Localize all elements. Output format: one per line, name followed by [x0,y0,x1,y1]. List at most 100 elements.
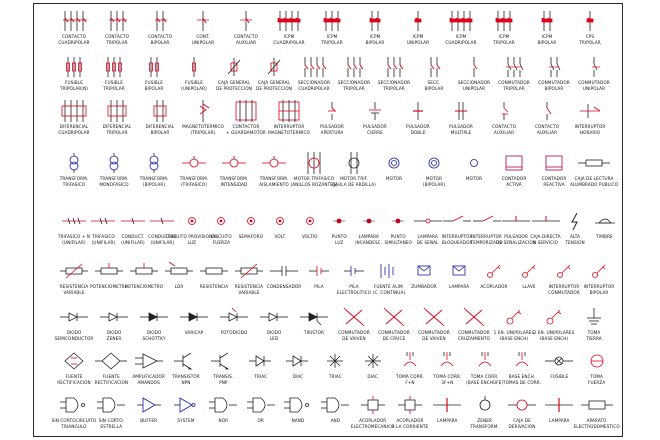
symbol-label: CONMUTADOR TRIPOLAR [480,80,548,91]
symbol-dot-bullet: VOLTIO [284,206,336,252]
symbol-label-line: LED [269,335,279,341]
symbol-contact-nc: CONTACTO AUXILIAR [478,96,530,142]
bridge-line-icon [95,352,128,370]
symbol-label: FUSIBLE TRIPOLAR(N) [40,80,108,91]
fuse-three-icon [106,57,122,77]
transformer-line-icon [222,156,246,168]
symbol-transformer-line: TRANSFORM. (TRIFASICO) [168,148,220,194]
symbol-label-line: DE SEÑALIZACION [496,239,536,245]
symbol-label-line: VOLT. [274,234,287,239]
symbol-label-line: BIPOLAR [144,85,164,91]
symbol-breaker-one-pole: ICPM UNIPOLAR [392,6,444,52]
symbol-label-line: MAGNETOTERMICO [182,124,224,129]
symbol-ldr: LDR [153,256,205,302]
symbol-label-line: AND [330,418,341,423]
pushbutton-multi-icon [455,102,467,120]
symbol-fuse-one: FUSIBLE (UNIPOLAR) [168,52,220,98]
symbol-label-line: TRIANGULO [61,423,87,429]
symbol-label: ZUMBADOR [390,284,458,290]
symbol-line-lamp: LAMPARA DE SEÑAL [402,206,454,252]
symbol-dot-bullet: VOLT. [254,206,306,252]
symbol-label: PULSADOR APERTURA [298,124,366,135]
symbol-label: SIN CORTOCIRCUITO TRIANGULO [40,418,108,429]
symbol-label-line: CIRCUITO [210,234,232,239]
symbol-label-line: AMPLIFICADOR [132,374,165,379]
bridge-icon [64,352,84,370]
symbol-label-line: DIODO [66,330,82,335]
circle-line-icon [508,399,536,411]
symbol-label: VOLT. [246,234,314,240]
symbol-label-line: RESISTENCIA [59,284,89,289]
symbol-label-line: TRIFASICO [92,234,115,239]
symbol-label-line: MULTIPLE [450,129,472,135]
symbol-transformer-line: TRANSFORM. INTENSIDAD [208,148,260,194]
symbol-label-line: TOMA [587,330,601,335]
breaker-four-pole-icon [277,11,301,31]
symbol-x-coil: CONMUTADOR DE CRUCE [368,302,420,348]
symbol-label-line: ZENER [477,418,492,423]
symbol-capacitor-line: CONDENSADOR [258,256,310,302]
symbol-label: CONDUCTOR (UNIFILAR) [128,234,196,245]
symbol-label-line: (JAULA DE ARDILLA) [332,181,376,187]
symbol-label-line: SEMICONDUCTOR [54,335,94,341]
symbol-label: CONMUTADOR DE VAIVEN [320,330,388,341]
symbol-socket-red: BASE ENCH. TOMAS DE CORR. [496,346,548,392]
symbol-push-small: CAJA DIRECTA A SERVICIO [520,206,572,252]
symbol-label: INTERRUPTOR MAGNETOTERMICO [255,124,323,135]
push-small-icon [502,216,531,222]
symbol-label: CONTADOR REACTIVA [520,176,588,187]
symbol-thyristor: TIRISTOR [288,302,340,348]
capacitor-line-icon [270,266,298,276]
pushbutton-open-icon [328,102,336,120]
symbol-label: CONDUCT. (UNIFILAR) [99,234,167,245]
x-coil-icon [343,307,365,327]
symbol-label-line: TIERRA [586,335,602,341]
symbol-label: MOTOR TRIF. (JAULA DE ARDILLA) [320,176,388,187]
breaker-three-pole-icon [323,11,341,31]
symbol-switch-time: INTERRUPTOR HORARIO [564,96,616,142]
symbol-label: CAJA DE LECTURA ALUMBRADO PUBLICO [560,176,628,187]
symbol-label-line: (BASE ENCH) [539,335,569,341]
symbol-label-line: ICPM [412,34,424,39]
dot-bullet-icon [305,217,314,225]
symbol-sectioner-one: SECC. BIPOLAR [408,52,460,98]
symbol-label: TOMA FUERZA [563,374,631,385]
potentiometer-icon [130,263,158,275]
symbol-label: PULSADOR DE SEÑALIZACION [482,234,550,245]
symbol-label: CONTADOR ACTIVA [480,176,548,187]
symbol-label-line: TRANSFORM. [99,176,129,181]
symbol-label: VARICAP [160,330,228,336]
symbol-label-line: TRANSFORM. [139,176,169,181]
lamp-line-icon [545,398,574,412]
symbol-label: SECCIONADOR TRIPOLAR [360,80,428,91]
symbol-label-line: INTERRUPTOR [574,124,606,129]
symbol-label-line: PULSADOR [406,124,430,129]
symbol-label-line: AMANDOS [137,379,160,385]
symbol-label-line: TRIPOLAR [503,85,525,91]
symbol-label-line: CONTACTO [234,34,258,39]
switch-one-icon [592,57,600,77]
symbol-label-line: UNIPOLAR [406,39,430,45]
symbol-label: PULSADOR CIERRE [341,124,409,135]
variable-res-icon [235,263,263,279]
symbol-label: CONMUTADOR BIPOLAR [520,80,588,91]
motor-three-icon [307,152,321,174]
symbol-x-coil: CONMUTADOR DE VAIVEN [328,302,380,348]
symbol-label: CAJA GENERAL DE PROTECCION [200,80,268,91]
symbol-label: TRANSFORM. INTENSIDAD [200,176,268,187]
symbol-label-line: (UNIPOLAR) [181,85,207,91]
symbol-label-line: CONT. [196,34,210,39]
dot-small-icon [392,218,405,224]
symbol-label-line: LUZ [187,239,197,245]
symbol-transformer-two: TRANSFORM. TRIFASICO [48,148,100,194]
symbol-label: FUENTE ALIM. (C. CONTINUA) [355,284,423,295]
symbol-envelope: ZUMBADOR [398,256,450,302]
symbol-label-line: CONTACTO [148,34,172,39]
symbol-label: SYSTEM [152,418,220,424]
symbol-label-line: CIRCUITO PROVISIONAL [166,234,218,239]
switch-line-icon [443,215,472,222]
symbol-label: TRIAC [301,374,369,380]
symbol-label-line: LAMPARA [549,418,570,423]
symbol-label-line: DE PROTECCION [216,85,252,91]
symbol-label: POTENCIOMETRO [75,284,143,290]
